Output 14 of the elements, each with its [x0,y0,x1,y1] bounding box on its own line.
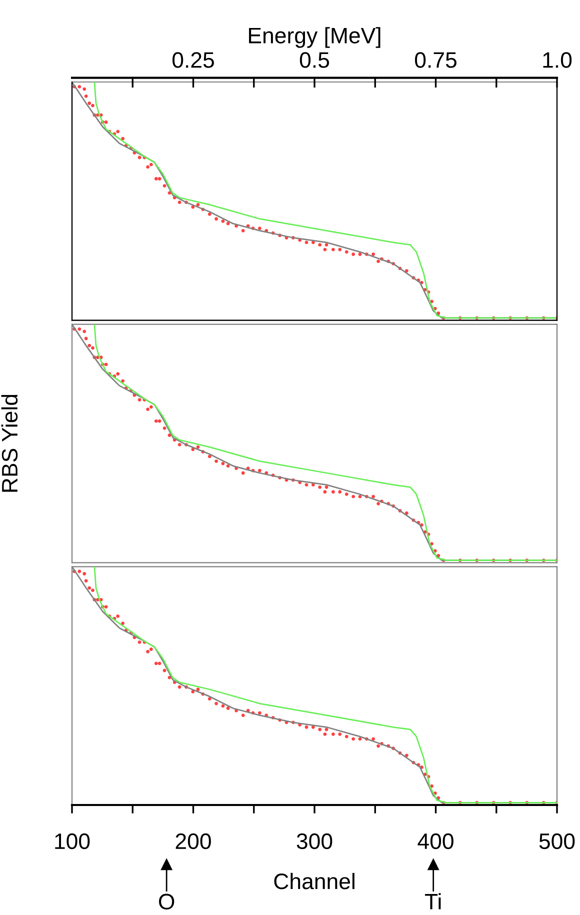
x-tick-label: 300 [296,833,332,850]
x-axis-title: Channel [274,872,354,890]
x-tick-label: 500 [539,833,575,850]
x2-tick-label: 0.75 [414,52,456,68]
annotation: O [158,894,174,910]
annotation: Ti [424,893,441,910]
x-tick-label: 100 [55,833,90,850]
x2-axis-title: Energy [MeV] [249,27,380,48]
x2-tick-label: 0.5 [300,52,330,68]
x2-tick-label: 1.0 [543,52,572,68]
x-tick-label: 400 [418,833,454,850]
y-axis-title: RBS Yield [1,394,18,492]
x-tick-label: 200 [176,833,211,850]
x2-tick-label: 0.25 [172,52,214,68]
